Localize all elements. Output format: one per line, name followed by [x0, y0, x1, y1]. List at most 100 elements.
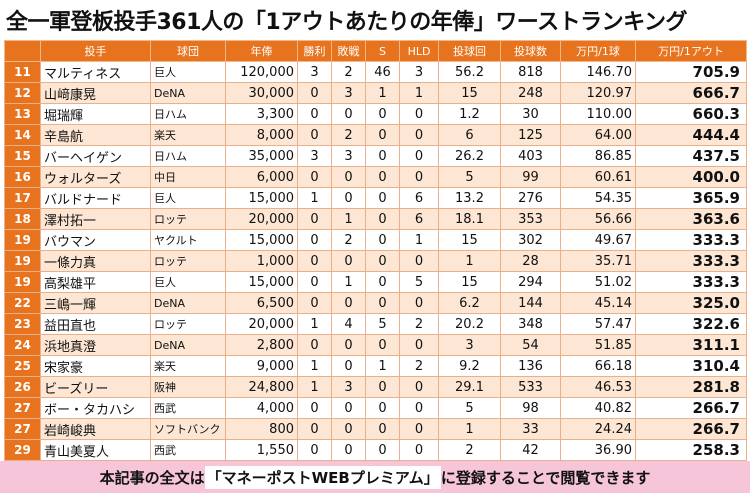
- table-cell: 日ハム: [150, 145, 226, 167]
- table-cell: 5: [365, 313, 400, 335]
- table-row: 27 岩崎峻典 ソフトバンク 800 0 0 0 0 1 33 24.24 266.7: [4, 418, 747, 440]
- table-cell: 294: [500, 271, 561, 293]
- table-cell: 51.02: [560, 271, 636, 293]
- table-cell: バーヘイゲン: [40, 145, 151, 167]
- table-cell: 24.24: [560, 418, 636, 440]
- table-cell: 山﨑康晃: [40, 82, 151, 104]
- table-cell: 660.3: [635, 103, 747, 125]
- table-cell: 0: [297, 334, 332, 356]
- table-cell: 51.85: [560, 334, 636, 356]
- table-cell: 楽天: [150, 124, 226, 146]
- table-cell: 45.14: [560, 292, 636, 314]
- table-cell: 5: [438, 397, 501, 419]
- table-row: 16 ウォルターズ 中日 6,000 0 0 0 0 5 99 60.61 400.0: [4, 166, 747, 188]
- table-cell: 0: [331, 187, 366, 209]
- table-cell: 25: [4, 355, 41, 377]
- table-cell: 0: [297, 292, 332, 314]
- table-cell: 66.18: [560, 355, 636, 377]
- ranking-table: 投手 球団 年俸 勝利 敗戦 S HLD 投球回 投球数 万円/1球 万円/1アウト 11 マルティネ…: [4, 40, 747, 461]
- table-cell: 818: [500, 61, 561, 83]
- table-cell: 54: [500, 334, 561, 356]
- table-cell: 1: [365, 355, 400, 377]
- table-cell: 浜地真澄: [40, 334, 151, 356]
- table-cell: 705.9: [635, 61, 747, 83]
- table-cell: 28: [500, 250, 561, 272]
- header-cell: 敗戦: [331, 40, 366, 62]
- title: 全一軍登板投手361人の「1アウトあたりの年俸」ワーストランキング: [6, 10, 687, 35]
- table-cell: 120,000: [225, 61, 298, 83]
- table-cell: 20,000: [225, 208, 298, 230]
- table-cell: 0: [331, 439, 366, 461]
- table-cell: 276: [500, 187, 561, 209]
- table-cell: 0: [331, 397, 366, 419]
- table-row: 12 山﨑康晃 DeNA 30,000 0 3 1 1 15 248 120.97 666.7: [4, 82, 747, 104]
- table-cell: 1: [297, 355, 332, 377]
- table-cell: 26: [4, 376, 41, 398]
- table-cell: 266.7: [635, 397, 747, 419]
- table-cell: 3: [331, 145, 366, 167]
- table-cell: DeNA: [150, 334, 226, 356]
- table-cell: 0: [365, 208, 400, 230]
- table-cell: 1: [331, 271, 366, 293]
- table-cell: 6: [399, 208, 439, 230]
- table-cell: 0: [331, 292, 366, 314]
- table-cell: 666.7: [635, 82, 747, 104]
- table-cell: 15: [438, 271, 501, 293]
- table-cell: 巨人: [150, 271, 226, 293]
- table-cell: ロッテ: [150, 313, 226, 335]
- table-cell: 333.3: [635, 229, 747, 251]
- table-cell: 3: [297, 61, 332, 83]
- table-cell: 0: [297, 208, 332, 230]
- table-cell: 1: [297, 376, 332, 398]
- table-cell: 1: [438, 250, 501, 272]
- table-cell: 348: [500, 313, 561, 335]
- table-row: 19 一條力真 ロッテ 1,000 0 0 0 0 1 28 35.71 333.3: [4, 250, 747, 272]
- table-cell: 36.90: [560, 439, 636, 461]
- table-row: 15 バーヘイゲン 日ハム 35,000 3 3 0 0 26.2 403 86.85 437.5: [4, 145, 747, 167]
- table-cell: 0: [331, 334, 366, 356]
- table-cell: 宋家豪: [40, 355, 151, 377]
- table-cell: 98: [500, 397, 561, 419]
- table-row: 25 宋家豪 楽天 9,000 1 0 1 2 9.2 136 66.18 310.4: [4, 355, 747, 377]
- table-cell: 0: [399, 376, 439, 398]
- table-cell: ソフトバンク: [150, 418, 226, 440]
- table-cell: 0: [297, 250, 332, 272]
- table-cell: 258.3: [635, 439, 747, 461]
- table-cell: 3,300: [225, 103, 298, 125]
- footer-text: に登録することで閲覧できます: [440, 468, 651, 487]
- table-cell: 99: [500, 166, 561, 188]
- table-cell: 0: [365, 292, 400, 314]
- table-cell: 3: [331, 376, 366, 398]
- table-cell: バルドナード: [40, 187, 151, 209]
- table-row: 14 辛島航 楽天 8,000 0 2 0 0 6 125 64.00 444.4: [4, 124, 747, 146]
- table-cell: 15: [438, 82, 501, 104]
- table-cell: 0: [365, 187, 400, 209]
- table-cell: 29: [4, 439, 41, 461]
- table-cell: 15: [4, 145, 41, 167]
- table-cell: 56.66: [560, 208, 636, 230]
- table-cell: 3: [297, 145, 332, 167]
- table-cell: 322.6: [635, 313, 747, 335]
- table-cell: 0: [399, 397, 439, 419]
- table-cell: 333.3: [635, 271, 747, 293]
- table-cell: ビーズリー: [40, 376, 151, 398]
- table-cell: DeNA: [150, 82, 226, 104]
- table-cell: 3: [438, 334, 501, 356]
- table-cell: 281.8: [635, 376, 747, 398]
- table-cell: 9.2: [438, 355, 501, 377]
- table-cell: 27: [4, 397, 41, 419]
- table-cell: 18.1: [438, 208, 501, 230]
- header-cell: 勝利: [297, 40, 332, 62]
- table-row: 18 澤村拓一 ロッテ 20,000 0 1 0 6 18.1 353 56.66 363.6: [4, 208, 747, 230]
- table-cell: 3: [399, 61, 439, 83]
- table-cell: 24: [4, 334, 41, 356]
- header-cell: HLD: [399, 40, 439, 62]
- table-cell: 46: [365, 61, 400, 83]
- table-row: 19 高梨雄平 巨人 15,000 0 1 0 5 15 294 51.02 333.3: [4, 271, 747, 293]
- table-cell: 一條力真: [40, 250, 151, 272]
- header-cell: 万円/1球: [560, 40, 636, 62]
- table-cell: 0: [365, 145, 400, 167]
- table-cell: 49.67: [560, 229, 636, 251]
- table-cell: 19: [4, 271, 41, 293]
- table-cell: 11: [4, 61, 41, 83]
